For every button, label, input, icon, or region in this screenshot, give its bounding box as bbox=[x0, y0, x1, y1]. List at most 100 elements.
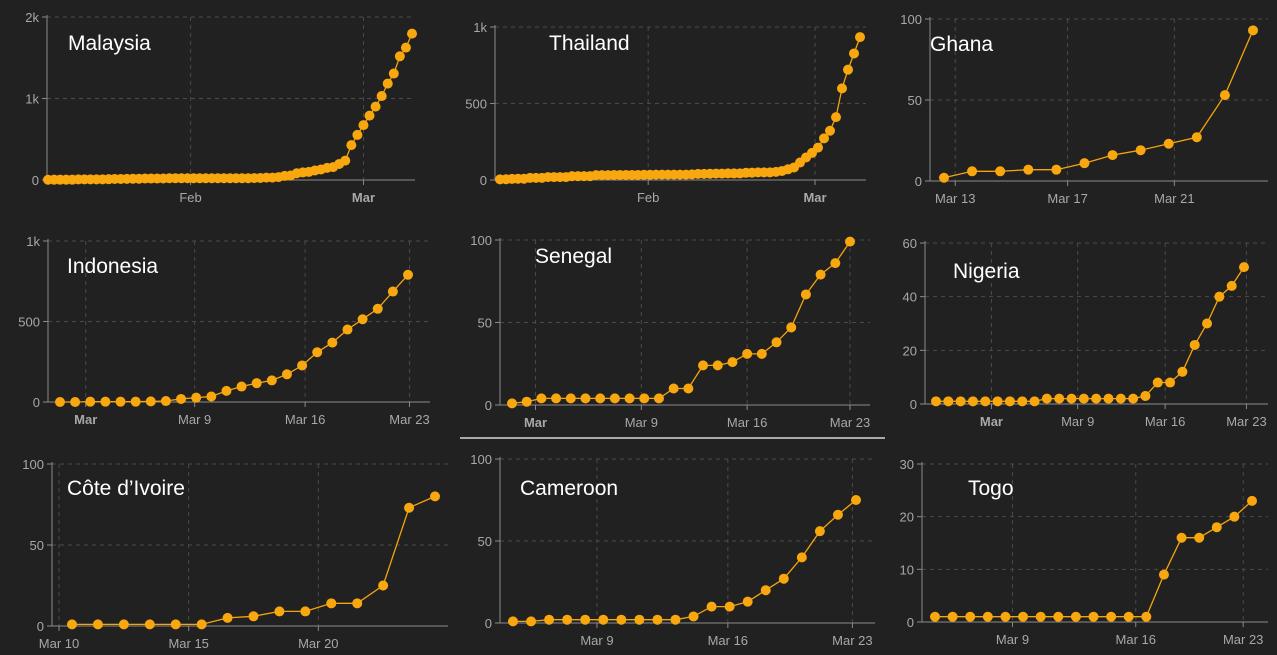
data-point bbox=[382, 78, 393, 89]
y-tick-label: 1k bbox=[473, 20, 487, 35]
data-point bbox=[1079, 158, 1090, 169]
x-tick-label: Mar bbox=[524, 415, 547, 430]
data-point bbox=[742, 596, 753, 607]
data-point bbox=[372, 303, 383, 314]
data-point bbox=[1202, 318, 1213, 329]
data-point bbox=[800, 289, 811, 300]
data-point bbox=[819, 133, 829, 144]
data-point bbox=[144, 619, 155, 630]
data-point bbox=[281, 369, 292, 380]
series-line bbox=[47, 33, 413, 181]
data-point bbox=[274, 606, 285, 617]
data-point bbox=[1088, 611, 1099, 622]
data-point bbox=[967, 396, 978, 407]
x-tick-label: Mar 23 bbox=[389, 412, 429, 427]
data-point bbox=[813, 142, 823, 153]
data-point bbox=[980, 396, 991, 407]
series-line bbox=[60, 274, 409, 403]
data-point bbox=[1017, 396, 1028, 407]
chart-panel-c-te-d-ivoire: 0 50 100 Mar 10 Mar 15 Mar 20 Côte d’Ivoire bbox=[22, 457, 448, 651]
y-tick-label: 500 bbox=[465, 97, 487, 112]
data-point bbox=[843, 64, 853, 75]
x-tick-label: Mar 16 bbox=[1145, 414, 1185, 429]
data-point bbox=[688, 611, 699, 622]
data-point bbox=[598, 614, 609, 625]
data-point bbox=[771, 337, 782, 348]
data-point bbox=[814, 526, 825, 537]
y-tick-label: 30 bbox=[900, 457, 914, 472]
data-point bbox=[653, 393, 664, 404]
data-point bbox=[1219, 90, 1230, 101]
chart-title: Senegal bbox=[535, 245, 612, 268]
data-point bbox=[683, 383, 694, 394]
data-point bbox=[1023, 164, 1034, 175]
data-point bbox=[266, 375, 277, 386]
data-point bbox=[1211, 522, 1222, 533]
data-point bbox=[756, 348, 767, 359]
series-line bbox=[72, 495, 436, 626]
data-point bbox=[1066, 393, 1077, 404]
data-point bbox=[507, 398, 517, 409]
data-point bbox=[430, 491, 440, 502]
x-tick-label: Mar bbox=[803, 190, 826, 205]
data-point bbox=[191, 392, 202, 403]
data-point bbox=[92, 619, 103, 630]
y-tick-label: 50 bbox=[478, 316, 492, 331]
y-tick-label: 100 bbox=[900, 12, 922, 27]
data-point bbox=[364, 110, 375, 121]
data-point bbox=[712, 360, 723, 371]
data-point bbox=[992, 396, 1003, 407]
x-tick-label: Mar 21 bbox=[1154, 191, 1194, 206]
data-point bbox=[1163, 138, 1174, 149]
data-point bbox=[955, 396, 966, 407]
data-point bbox=[832, 509, 843, 520]
data-point bbox=[580, 393, 591, 404]
data-point bbox=[248, 611, 259, 622]
data-point bbox=[1141, 611, 1152, 622]
y-tick-label: 1k bbox=[26, 234, 40, 249]
data-point bbox=[825, 125, 835, 136]
y-tick-label: 20 bbox=[900, 510, 914, 525]
data-point bbox=[346, 140, 357, 151]
data-point bbox=[1229, 511, 1240, 522]
data-point bbox=[742, 348, 753, 359]
y-tick-label: 0 bbox=[907, 615, 914, 630]
data-point bbox=[580, 614, 591, 625]
y-tick-label: 60 bbox=[903, 236, 917, 251]
data-point bbox=[616, 614, 627, 625]
x-tick-label: Mar 9 bbox=[178, 412, 211, 427]
x-tick-label: Mar 13 bbox=[935, 191, 975, 206]
x-tick-label: Mar 10 bbox=[39, 636, 79, 651]
data-point bbox=[403, 269, 413, 280]
data-point bbox=[565, 393, 576, 404]
x-tick-label: Mar 23 bbox=[830, 415, 870, 430]
data-point bbox=[1115, 393, 1126, 404]
data-point bbox=[943, 396, 954, 407]
data-point bbox=[947, 611, 958, 622]
data-point bbox=[300, 606, 311, 617]
data-point bbox=[1041, 393, 1052, 404]
data-point bbox=[851, 495, 861, 505]
chart-panel-senegal: 0 50 100 Mar Mar 9 Mar 16 Mar 23 Senegal bbox=[470, 233, 870, 430]
data-point bbox=[1194, 532, 1205, 543]
data-point bbox=[352, 129, 363, 140]
data-point bbox=[939, 172, 949, 183]
data-point bbox=[526, 616, 537, 627]
x-tick-label: Mar 16 bbox=[727, 415, 767, 430]
data-point bbox=[85, 396, 96, 407]
y-tick-label: 0 bbox=[485, 398, 492, 413]
chart-panel-thailand: 0 500 1k Feb Mar Thailand bbox=[465, 20, 866, 205]
data-point bbox=[115, 396, 126, 407]
data-point bbox=[668, 383, 679, 394]
y-tick-label: 50 bbox=[478, 534, 492, 549]
data-point bbox=[206, 391, 217, 402]
x-tick-label: Mar 23 bbox=[1223, 632, 1263, 647]
chart-panel-cameroon: 0 50 100 Mar 9 Mar 16 Mar 23 Cameroon bbox=[470, 452, 875, 648]
x-tick-label: Mar 15 bbox=[168, 636, 208, 651]
chart-panel-malaysia: 0 1k 2k Feb Mar Malaysia bbox=[25, 10, 417, 205]
chart-title: Côte d’Ivoire bbox=[67, 477, 185, 500]
data-point bbox=[1239, 262, 1249, 273]
data-point bbox=[1177, 366, 1188, 377]
data-point bbox=[1247, 495, 1257, 506]
